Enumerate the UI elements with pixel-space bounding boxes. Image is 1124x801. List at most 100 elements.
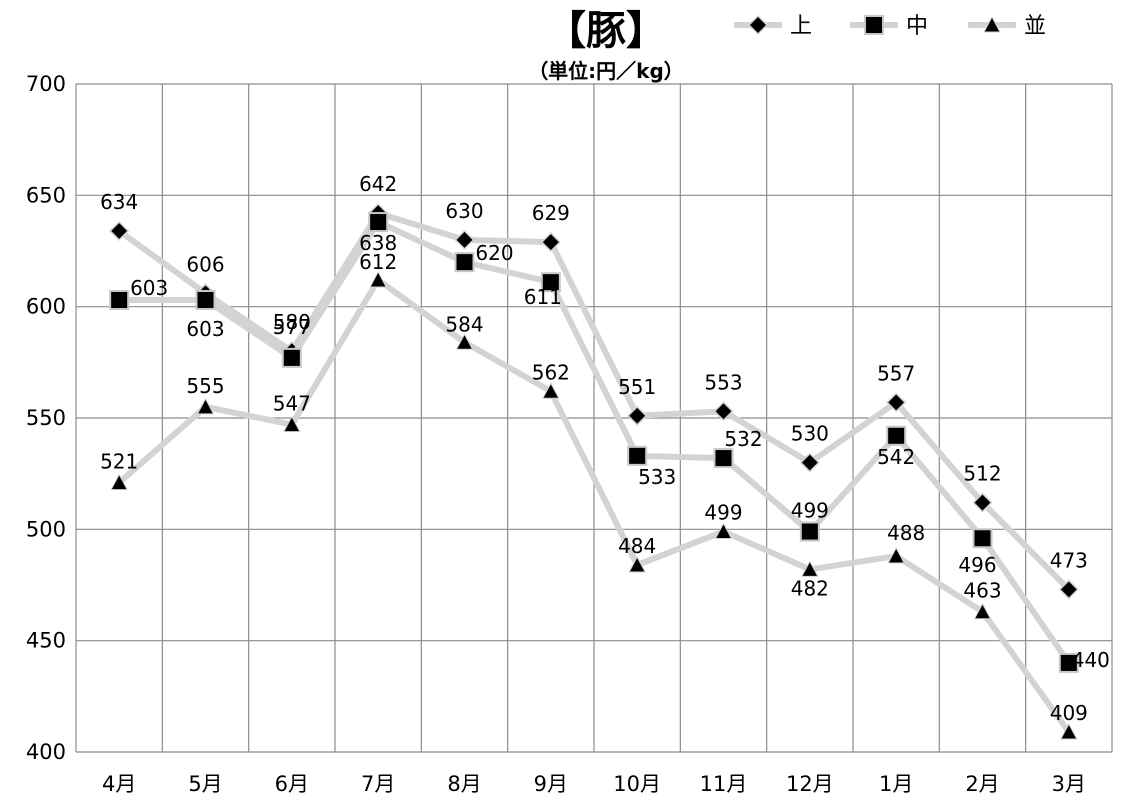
triangle-marker [455, 333, 474, 350]
diamond-marker [1058, 579, 1079, 600]
data-label: 532 [724, 427, 762, 451]
y-tick-label: 450 [26, 629, 66, 653]
square-marker [1058, 652, 1079, 673]
legend-square-marker [864, 15, 884, 35]
data-label: 521 [100, 450, 138, 474]
x-tick-label: 1月 [879, 772, 913, 796]
data-label: 584 [445, 312, 483, 336]
data-label: 642 [359, 172, 397, 196]
chart-subtitle: （単位:円／kg） [528, 59, 684, 83]
data-label: 499 [704, 501, 742, 525]
triangle-marker [887, 546, 906, 564]
x-tick-label: 3月 [1052, 772, 1086, 796]
diamond-marker [886, 392, 907, 413]
data-labels: 634 606 580 642 630 629 551 553 530 557 512 473 603 6… [100, 172, 1110, 725]
triangle-marker [973, 602, 992, 620]
triangle-marker [110, 473, 128, 491]
diamond-marker [799, 452, 820, 473]
data-label: 553 [704, 370, 742, 394]
square-marker [540, 272, 561, 293]
data-label: 634 [100, 190, 138, 214]
diamond-marker [627, 405, 648, 426]
square-marker [972, 528, 993, 549]
data-label: 580 [273, 310, 311, 334]
data-label: 473 [1050, 548, 1088, 572]
triangle-marker [196, 397, 215, 415]
legend-diamond-marker [747, 14, 769, 36]
data-label: 496 [958, 553, 996, 577]
legend-label: 並 [1024, 14, 1046, 39]
data-label: 606 [186, 252, 224, 276]
legend-item-square: 中 [850, 14, 928, 39]
data-label: 557 [877, 361, 915, 385]
x-tick-label: 11月 [700, 772, 748, 796]
data-label: 530 [791, 422, 829, 446]
legend-item-diamond: 上 [734, 14, 812, 39]
y-tick-label: 650 [26, 183, 66, 207]
square-marker [627, 445, 648, 466]
data-label: 488 [887, 521, 925, 545]
data-label: 638 [359, 231, 397, 255]
series-line-square [119, 219, 1072, 665]
legend-item-triangle: 並 [968, 14, 1046, 39]
data-label: 512 [963, 462, 1001, 486]
x-tick-label: 9月 [534, 772, 568, 796]
data-label: 611 [524, 285, 562, 309]
x-tick-label: 2月 [965, 772, 999, 796]
triangle-marker [1060, 722, 1078, 740]
diamond-marker [454, 229, 475, 250]
square-marker [109, 289, 130, 310]
legend-triangle-marker [983, 15, 1001, 33]
square-marker [799, 521, 820, 542]
grid [75, 83, 1113, 753]
data-label: 603 [186, 317, 224, 341]
series-line-triangle [117, 276, 1072, 734]
square-marker [281, 347, 302, 368]
data-label: 577 [273, 315, 311, 339]
data-label: 533 [638, 465, 676, 489]
axes: 400 450 500 550 600 650 700 4月 5月 6月 7月 8月 9月 10月 11月 1… [26, 72, 1086, 796]
series-square [109, 212, 1079, 673]
square-marker [454, 252, 475, 273]
series-line-diamond [117, 210, 1071, 592]
series-triangle [110, 270, 1078, 740]
data-label: 542 [877, 445, 915, 469]
chart-title: 【豚】 [546, 8, 666, 54]
diamond-marker [540, 232, 561, 253]
data-label: 629 [532, 201, 570, 225]
data-label: 630 [445, 199, 483, 223]
y-tick-label: 700 [26, 72, 66, 96]
x-tick-label: 10月 [613, 772, 661, 796]
data-label: 440 [1072, 648, 1110, 672]
triangle-marker [714, 522, 733, 540]
square-marker [368, 212, 389, 233]
diamond-marker [972, 492, 993, 513]
data-label: 562 [532, 360, 570, 384]
legend-label: 上 [790, 14, 812, 39]
triangle-marker [283, 415, 301, 433]
diamond-marker [109, 220, 130, 242]
data-label: 484 [618, 534, 656, 558]
square-marker [195, 289, 216, 310]
legend: 上中並 [734, 14, 1046, 39]
series [109, 203, 1079, 740]
data-label: 555 [186, 374, 224, 398]
triangle-marker [628, 555, 647, 573]
legend-label: 中 [906, 14, 928, 39]
x-tick-label: 12月 [786, 772, 834, 796]
x-tick-label: 7月 [361, 772, 395, 796]
square-marker [886, 425, 907, 446]
data-label: 463 [963, 579, 1001, 603]
square-marker [713, 448, 734, 469]
x-tick-label: 4月 [102, 772, 136, 796]
y-tick-label: 500 [26, 517, 66, 541]
data-label: 603 [130, 276, 168, 300]
data-label: 612 [359, 250, 397, 274]
data-label: 547 [273, 392, 311, 416]
y-tick-label: 550 [26, 406, 66, 430]
triangle-marker [800, 560, 819, 577]
data-label: 409 [1050, 701, 1088, 725]
diamond-marker [713, 401, 734, 422]
triangle-marker [541, 382, 560, 399]
